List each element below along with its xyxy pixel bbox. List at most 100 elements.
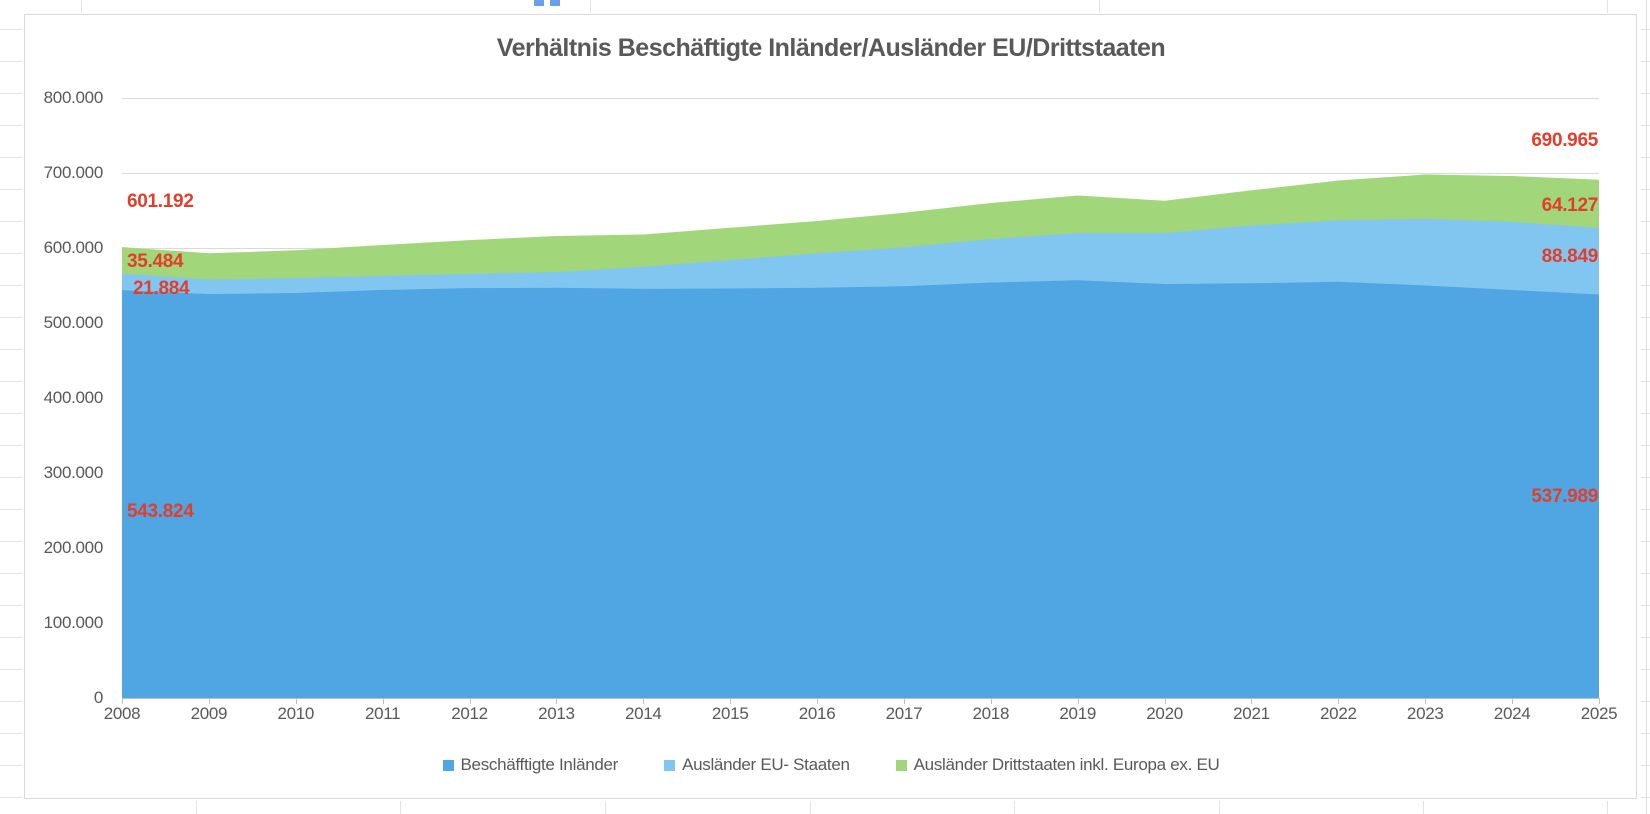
cell-border (0, 349, 22, 350)
x-axis-tick (1251, 699, 1253, 704)
y-axis-tick-label: 800.000 (43, 88, 104, 107)
x-axis-tick-label: 2020 (1146, 704, 1183, 723)
cell-border (1646, 0, 1647, 814)
legend-label: Beschäfftigte Inländer (460, 755, 619, 774)
y-axis-tick-label: 600.000 (43, 238, 104, 257)
cell-border (0, 189, 22, 190)
cell-border (1641, 797, 1650, 798)
x-axis-tick-label: 2024 (1493, 704, 1531, 723)
cell-border (0, 253, 22, 254)
data-label-eu-2008[interactable]: 21.884 (133, 278, 190, 299)
cell-border (0, 413, 22, 414)
x-axis-tick-label: 2013 (538, 704, 575, 723)
cell-border (1641, 477, 1650, 478)
cell-border (1641, 61, 1650, 62)
cell-border (1641, 765, 1650, 766)
legend-label: Ausländer Drittstaaten inkl. Europa ex. … (913, 755, 1220, 774)
cell-border (0, 637, 22, 638)
x-axis-tick-label: 2023 (1406, 704, 1444, 723)
x-axis-tick-label: 2021 (1233, 704, 1270, 723)
y-axis-tick-label: 500.000 (43, 313, 104, 332)
cell-border (1641, 221, 1650, 222)
x-axis-line (122, 698, 1600, 699)
legend: Beschäfftigte Inländer Ausländer EU- Staa… (24, 753, 1638, 777)
x-axis-tick (1164, 699, 1166, 704)
cell-border (0, 605, 22, 606)
cell-border (0, 797, 22, 798)
cell-border (1641, 189, 1650, 190)
x-axis-tick (382, 699, 384, 704)
cell-border (1641, 93, 1650, 94)
x-axis-tick (1425, 699, 1427, 704)
cell-border (1641, 317, 1650, 318)
data-label-drittstaaten-2025[interactable]: 64.127 (1541, 195, 1599, 216)
cell-border (0, 765, 22, 766)
data-label-drittstaaten-2008[interactable]: 35.484 (127, 251, 184, 272)
x-axis-tick (1599, 699, 1600, 704)
x-axis-tick (1077, 699, 1079, 704)
legend-item-besch-fftigte-inl-nder[interactable]: Beschäfftigte Inländer (442, 755, 619, 775)
legend-label: Ausländer EU- Staaten (682, 755, 850, 774)
cell-border (0, 221, 22, 222)
x-axis-tick-label: 2016 (798, 704, 836, 723)
data-label-eu-2025[interactable]: 88.849 (1541, 246, 1599, 267)
y-axis-tick-label: 100.000 (43, 613, 104, 632)
data-label-inlaender-2008[interactable]: 543.824 (127, 501, 194, 522)
cell-border (1641, 253, 1650, 254)
cell-border (0, 477, 22, 478)
cell-border (1641, 349, 1650, 350)
cell-border (0, 445, 22, 446)
cell-border (0, 29, 22, 30)
cell-border (81, 0, 82, 13)
data-label-total-2025[interactable]: 690.965 (1531, 130, 1598, 151)
x-axis-tick (817, 699, 819, 704)
legend-item-ausl-nder-drittstaaten-inkl-europa-ex-eu[interactable]: Ausländer Drittstaaten inkl. Europa ex. … (895, 755, 1220, 775)
cell-border (1641, 29, 1650, 30)
x-axis-tick (122, 699, 123, 704)
x-axis-tick (208, 699, 210, 704)
cell-border (1641, 381, 1650, 382)
series-area-besch-fftigte-inl-nder[interactable] (122, 280, 1599, 698)
y-axis-tick-label: 300.000 (43, 463, 104, 482)
cell-border (0, 573, 22, 574)
x-axis-tick-label: 2009 (190, 704, 228, 723)
cell-border (1641, 445, 1650, 446)
cell-border (0, 509, 22, 510)
cell-border (0, 381, 22, 382)
y-axis-tick-label: 200.000 (43, 538, 104, 557)
selection-handle[interactable] (550, 0, 560, 6)
cell-border (0, 157, 22, 158)
cell-border (810, 801, 811, 814)
data-label-inlaender-2025[interactable]: 537.989 (1531, 486, 1598, 507)
cell-border (605, 801, 606, 814)
x-axis-tick-label: 2015 (711, 704, 749, 723)
cell-border (0, 317, 22, 318)
gridline (122, 98, 1599, 99)
cell-border (0, 285, 22, 286)
plot-area[interactable] (122, 98, 1599, 698)
y-axis-tick-label: 0 (93, 688, 103, 707)
x-axis-tick (1338, 699, 1340, 704)
cell-border (1641, 733, 1650, 734)
cell-border (1641, 605, 1650, 606)
y-axis-tick-label: 700.000 (43, 163, 104, 182)
cell-border (1641, 541, 1650, 542)
x-axis-tick-label: 2011 (364, 704, 401, 723)
cell-border (1641, 701, 1650, 702)
cell-border (0, 541, 22, 542)
selection-handle[interactable] (534, 0, 544, 6)
x-axis-tick (295, 699, 297, 704)
cell-border (1641, 125, 1650, 126)
x-axis-tick-label: 2008 (103, 704, 141, 723)
x-axis-tick (903, 699, 905, 704)
cell-border (1423, 801, 1424, 814)
x-axis-tick-label: 2010 (277, 704, 315, 723)
data-label-total-2008[interactable]: 601.192 (127, 191, 194, 212)
x-axis-tick-label: 2018 (972, 704, 1010, 723)
legend-item-ausl-nder-eu-staaten[interactable]: Ausländer EU- Staaten (664, 755, 850, 775)
chart-title[interactable]: Verhältnis Beschäftigte Inländer/Ausländ… (496, 34, 1166, 62)
legend-swatch (895, 759, 907, 771)
x-axis-tick (556, 699, 558, 704)
cell-border (1641, 285, 1650, 286)
